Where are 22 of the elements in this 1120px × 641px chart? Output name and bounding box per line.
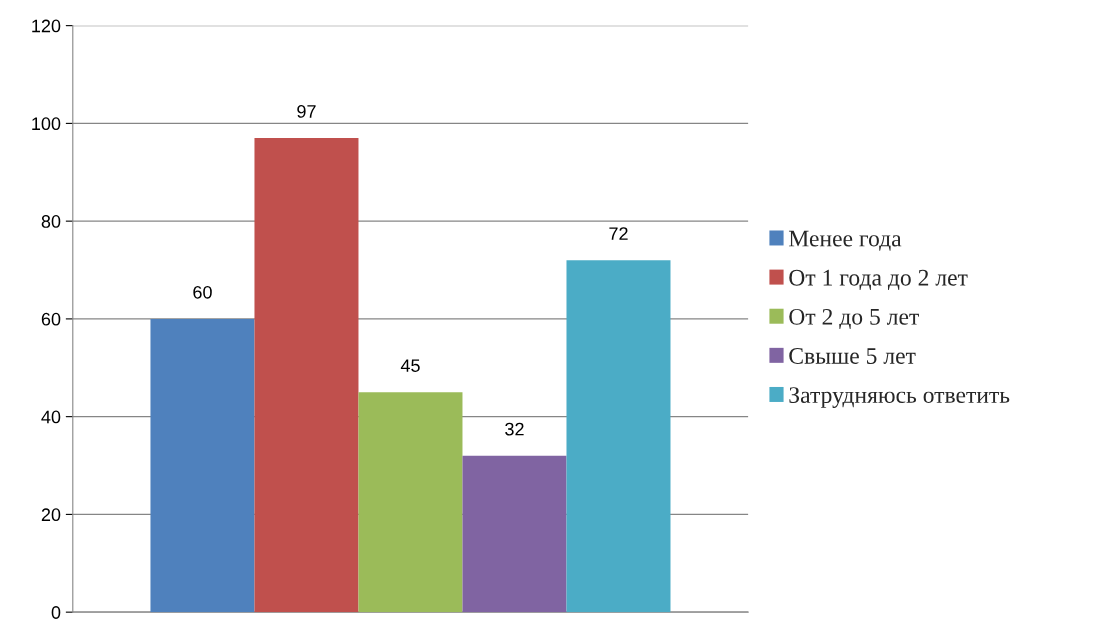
bar — [566, 260, 671, 613]
legend-label: Менее года — [788, 230, 902, 251]
data-label: 45 — [400, 359, 420, 372]
legend-label: От 1 года до 2 лет — [789, 269, 968, 290]
data-label: 32 — [505, 422, 524, 436]
legend-label: Свыше 5 лет — [789, 348, 916, 364]
y-tick-label: 0 — [51, 606, 61, 619]
y-tick-label: 120 — [32, 19, 61, 33]
bar — [150, 318, 255, 613]
y-tick-label: 20 — [41, 508, 61, 522]
bar — [254, 138, 359, 613]
y-tick-label: 80 — [41, 215, 61, 228]
data-label: 97 — [297, 105, 316, 118]
legend-label: От 2 до 5 лет — [789, 308, 919, 330]
y-tick-label: 60 — [41, 312, 61, 326]
legend-label: Затрудняюсь ответить — [789, 387, 1010, 408]
bar — [358, 392, 463, 613]
y-tick-label: 100 — [32, 117, 61, 131]
data-label: 60 — [193, 285, 212, 299]
bar — [462, 455, 567, 613]
data-label: 72 — [609, 227, 628, 240]
y-tick-label: 40 — [41, 410, 61, 424]
